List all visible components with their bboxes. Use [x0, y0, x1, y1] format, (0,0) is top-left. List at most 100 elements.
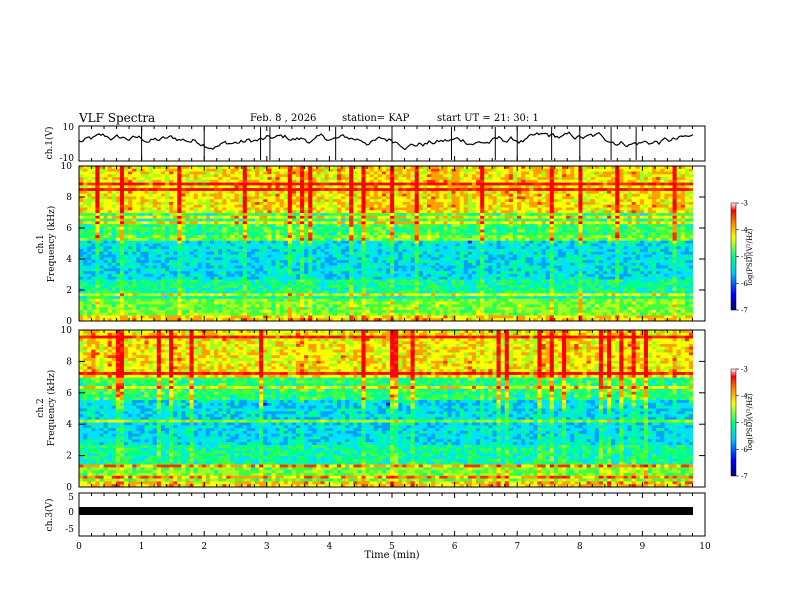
- spec1-cell: [623, 166, 628, 170]
- spec1-cell: [287, 204, 293, 208]
- spec1-cell: [451, 199, 456, 203]
- spec1-cell: [381, 210, 387, 214]
- spec1-cell: [234, 188, 239, 192]
- spec1-cell: [156, 221, 162, 225]
- spec1-cell: [602, 251, 608, 255]
- spec1-cell: [132, 254, 137, 258]
- spec1-cell: [545, 193, 551, 197]
- spec1-cell: [386, 218, 391, 222]
- spec1-cell: [586, 201, 591, 206]
- spec1-cell: [635, 229, 641, 233]
- spec1-cell: [83, 166, 88, 170]
- spec1-cell: [320, 215, 325, 219]
- spec1-cell: [631, 168, 636, 172]
- spec1-cell: [246, 232, 252, 236]
- spec1-cell: [169, 213, 174, 217]
- spec1-cell: [275, 254, 280, 258]
- spec1-cell: [623, 251, 628, 255]
- spec1-cell: [529, 243, 534, 247]
- spec1-cell: [688, 201, 694, 206]
- spec1-cell: [504, 185, 510, 189]
- spec1-cell: [267, 229, 272, 233]
- spec1-cell: [124, 185, 129, 189]
- spec1-cell: [349, 246, 354, 250]
- spec1-cell: [545, 177, 551, 181]
- spec1-cell: [426, 185, 432, 189]
- spec1-cell: [193, 218, 198, 222]
- spec1-cell: [316, 179, 321, 183]
- spec1-cell: [414, 246, 420, 250]
- spec1-cell: [259, 224, 264, 228]
- spec1-cell: [607, 221, 612, 225]
- spec1-cell: [529, 185, 534, 189]
- spec1-cell: [553, 166, 559, 170]
- spec1-cell: [398, 168, 403, 172]
- spec1-cell: [570, 215, 575, 219]
- spec1-cell: [471, 193, 477, 197]
- spec1-cell: [574, 201, 579, 206]
- spec1-cell: [688, 210, 694, 214]
- spec1-cell: [406, 196, 411, 200]
- spec1-cell: [83, 213, 88, 217]
- spec1-cell: [586, 188, 591, 192]
- spec1-cell: [455, 174, 460, 178]
- spec1-cell: [152, 188, 158, 192]
- spec1-cell: [283, 224, 289, 228]
- spec1-cell: [586, 229, 591, 233]
- spec1-cell: [79, 199, 84, 203]
- spec1-cell: [537, 179, 542, 183]
- spec1-cell: [688, 168, 694, 172]
- spec1-cell: [369, 232, 375, 236]
- spec1-cell: [516, 182, 522, 186]
- spec1-cell: [124, 246, 129, 250]
- spec1-cell: [255, 171, 260, 175]
- spec1-cell: [83, 251, 88, 255]
- spec1-cell: [304, 215, 309, 219]
- spec1-cell: [316, 232, 321, 236]
- spec1-cell: [406, 204, 411, 208]
- spec1-cell: [566, 182, 571, 186]
- spec1-cell: [467, 193, 473, 197]
- spec1-cell: [242, 193, 248, 197]
- spec1-cell: [639, 182, 645, 186]
- spec1-cell: [688, 171, 694, 175]
- spec1-cell: [508, 237, 514, 242]
- spec1-cell: [639, 213, 645, 217]
- spec1-cell: [324, 210, 329, 214]
- spec1-cell: [582, 229, 587, 233]
- spec1-cell: [439, 213, 444, 217]
- spec1-cell: [455, 166, 460, 170]
- spec1-cell: [488, 226, 493, 230]
- spec1-cell: [570, 249, 575, 253]
- spec1-cell: [545, 251, 551, 255]
- spec1-cell: [201, 215, 207, 219]
- spec1-cell: [283, 204, 289, 208]
- spec1-cell: [209, 237, 215, 242]
- spec1-cell: [574, 240, 579, 244]
- spec1-cell: [512, 224, 518, 228]
- spec1-cell: [656, 224, 661, 228]
- spec1-cell: [246, 204, 252, 208]
- spec1-cell: [214, 179, 219, 183]
- spec1-cell: [291, 240, 297, 244]
- spec1-cell: [668, 196, 673, 200]
- spec1-cell: [594, 235, 600, 239]
- spec1-cell: [467, 221, 473, 225]
- spec1-cell: [295, 213, 301, 217]
- spec1-cell: [484, 166, 489, 170]
- spec1-cell: [549, 221, 555, 225]
- spec1-cell: [234, 207, 239, 211]
- spec1-cell: [189, 210, 194, 214]
- spec1-cell: [496, 240, 501, 244]
- spec1-cell: [148, 188, 153, 192]
- spec1-cell: [578, 179, 583, 183]
- spec1-cell: [607, 213, 612, 217]
- spec1-cell: [582, 188, 587, 192]
- spec1-cell: [635, 215, 641, 219]
- spec1-cell: [209, 210, 215, 214]
- spec1-cell: [107, 188, 113, 192]
- spec1-cell: [639, 210, 645, 214]
- spec1-cell: [492, 177, 497, 181]
- spec1-cell: [455, 235, 460, 239]
- spec1-cell: [345, 237, 350, 242]
